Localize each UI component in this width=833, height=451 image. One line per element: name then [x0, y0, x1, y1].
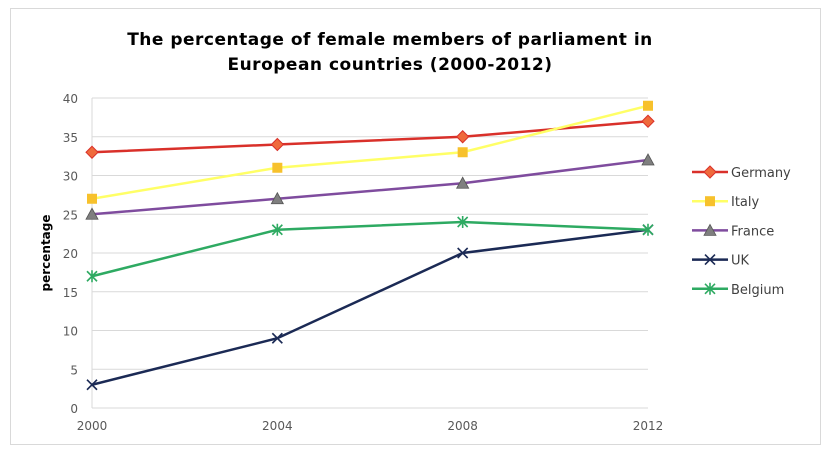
y-tick-label: 30 — [63, 170, 78, 184]
legend-item-italy: Italy — [692, 195, 760, 210]
legend-marker-square — [705, 196, 715, 207]
data-point-triangle — [455, 176, 470, 189]
legend-marker-x — [704, 254, 716, 266]
legend-label: France — [731, 224, 774, 239]
x-tick-label: 2000 — [77, 419, 108, 433]
series-line — [91, 228, 649, 386]
data-point-x — [457, 247, 469, 259]
y-tick-label: 0 — [70, 402, 78, 416]
y-tick-label: 25 — [63, 208, 78, 222]
data-point-diamond — [85, 145, 99, 159]
chart-frame — [10, 8, 821, 445]
x-tick-label: 2004 — [262, 419, 293, 433]
data-point-square — [643, 100, 653, 111]
data-point-triangle — [85, 207, 99, 220]
legend-label: Germany — [731, 166, 791, 181]
data-point-star — [86, 270, 98, 283]
x-tick-label: 2008 — [447, 419, 478, 433]
legend-item-uk: UK — [692, 254, 750, 269]
series-italy — [87, 100, 653, 204]
data-point-diamond — [455, 130, 470, 144]
data-point-x — [86, 379, 98, 391]
series-belgium — [86, 216, 654, 283]
data-point-square — [87, 193, 97, 204]
legend-marker-star — [704, 282, 716, 295]
legend-marker-triangle — [703, 223, 717, 236]
y-tick-label: 10 — [63, 325, 78, 339]
data-point-triangle — [641, 153, 655, 166]
y-tick-label: 20 — [63, 247, 78, 261]
legend-item-belgium: Belgium — [692, 283, 784, 298]
series-line — [91, 104, 649, 200]
data-point-diamond — [641, 114, 655, 128]
legend-item-germany: Germany — [692, 165, 791, 181]
y-axis-label: percentage — [39, 214, 53, 291]
chart-title: The percentage of female members of parl… — [90, 28, 690, 78]
data-point-diamond — [270, 137, 285, 152]
data-point-star — [271, 223, 283, 236]
y-tick-label: 15 — [63, 286, 78, 300]
data-point-star — [642, 223, 654, 236]
x-tick-label: 2012 — [633, 419, 664, 433]
series-line — [91, 220, 649, 278]
data-point-triangle — [270, 191, 285, 205]
legend-label: Italy — [731, 195, 760, 210]
legend-label: UK — [731, 254, 750, 269]
data-point-star — [457, 216, 469, 228]
data-point-x — [271, 332, 283, 344]
y-tick-label: 35 — [63, 131, 78, 145]
legend-label: Belgium — [731, 283, 784, 298]
data-point-square — [457, 147, 468, 158]
chart-title-line-1: The percentage of female members of parl… — [127, 30, 653, 50]
legend-marker-diamond — [703, 165, 717, 179]
data-point-square — [272, 162, 283, 173]
y-tick-label: 5 — [70, 363, 78, 377]
y-tick-label: 40 — [63, 92, 78, 106]
series-uk — [86, 224, 654, 391]
series-france — [85, 153, 655, 220]
chart-title-line-2: European countries (2000-2012) — [227, 55, 553, 75]
legend-item-france: France — [692, 223, 774, 239]
series-line — [91, 158, 649, 216]
